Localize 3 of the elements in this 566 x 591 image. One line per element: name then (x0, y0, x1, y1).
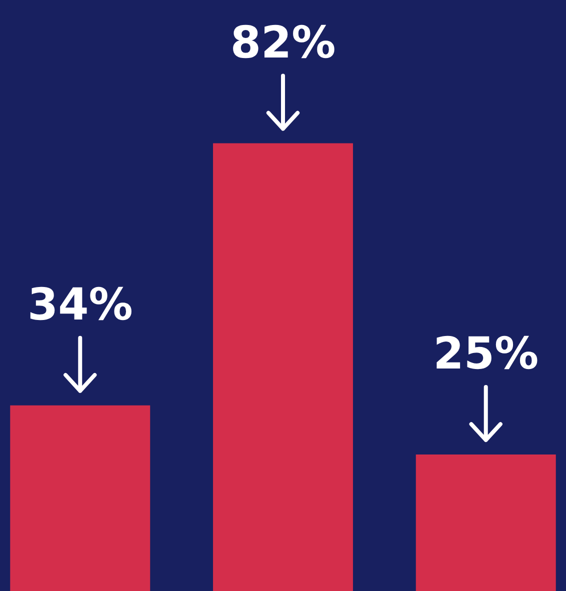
data-label: 34% (27, 279, 133, 330)
data-label: 82% (230, 17, 336, 68)
data-label: 25% (433, 328, 539, 380)
